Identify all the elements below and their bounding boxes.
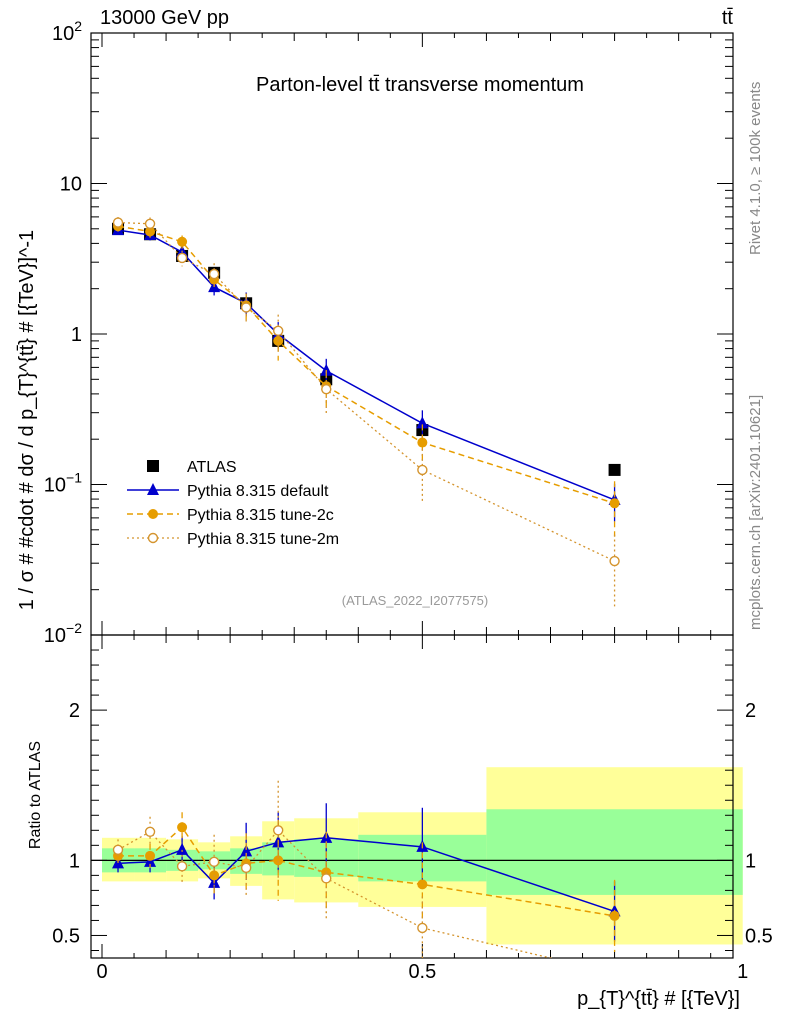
ratio-y-label-left-0: 0.5 — [52, 925, 80, 947]
ratio-point-1-2 — [177, 822, 188, 833]
ratio-y-label-left-1: 1 — [69, 850, 80, 872]
main-point-2-8 — [609, 498, 620, 509]
main-point-3-8 — [609, 555, 620, 567]
ratio-y-label-right-0: 0.5 — [745, 925, 773, 947]
header-process: tt̄ — [722, 7, 734, 29]
rivet-label: Rivet 4.1.0, ≥ 100k events — [747, 82, 764, 255]
header-energy: 13000 GeV pp — [100, 7, 229, 29]
ratio-point-1-8 — [609, 910, 620, 921]
main-line-2 — [117, 225, 615, 505]
main-series-3 — [112, 216, 620, 607]
ratio-line-1 — [118, 826, 615, 917]
mcplots-label: mcplots.cern.ch [arXiv:2401.10621] — [747, 395, 764, 630]
legend-label-0: ATLAS — [187, 459, 237, 476]
x-axis-text: p_{T}^{tt̄} # [{TeV}] — [577, 988, 740, 1010]
main-point-3-7 — [417, 464, 428, 476]
ratio-series-2 — [112, 780, 619, 978]
ratio-point-2-7 — [417, 922, 428, 934]
ratio-point-2-2 — [176, 861, 188, 872]
main-point-2-2 — [177, 236, 188, 247]
legend: ATLAS Pythia 8.315 default Pythia 8.315 tu… — [127, 459, 339, 548]
main-point-3-4 — [240, 302, 252, 313]
y-tick-label-0: 10−2 — [44, 620, 82, 647]
ratio-point-2-0 — [112, 844, 124, 856]
ratio-point-0-4 — [240, 844, 253, 857]
main-plot-title: Parton-level tt̄ transverse momentum — [256, 74, 584, 96]
main-point-3-1 — [144, 218, 156, 229]
y-tick-label-2: 1 — [71, 324, 82, 346]
main-point-3-5 — [272, 325, 284, 337]
main-y-axis-label: 1 / σ # #cdot # dσ / d p_{T}^{tt̄} # [{T… — [16, 230, 38, 610]
main-point-2-7 — [417, 437, 428, 448]
main-point-1-6 — [320, 363, 333, 376]
legend-marker-1 — [147, 483, 159, 495]
ratio-plot-frame — [90, 634, 734, 959]
legend-marker-0 — [147, 460, 159, 472]
main-point-3-6 — [321, 383, 332, 395]
x-tick-label-0: 0 — [96, 961, 107, 983]
main-point-1-7 — [416, 416, 429, 429]
legend-label-1: Pythia 8.315 default — [187, 483, 329, 500]
main-series-1 — [112, 223, 621, 522]
ratio-point-2-1 — [144, 826, 156, 838]
legend-label-3: Pythia 8.315 tune-2m — [187, 531, 339, 548]
ratio-series — [112, 780, 621, 978]
ratio-point-2-6 — [321, 873, 332, 884]
ratio-point-0-2 — [176, 842, 189, 855]
ratio-y-axis-label: Ratio to ATLAS — [27, 741, 44, 849]
ratio-point-1-7 — [417, 879, 428, 890]
ratio-y-label-right-1: 1 — [745, 850, 756, 872]
ratio-y-label-right-2: 2 — [745, 700, 756, 722]
main-point-3-2 — [176, 252, 188, 264]
ratio-y-ticks — [91, 649, 733, 951]
main-series — [112, 216, 621, 607]
y-tick-label-1: 10−1 — [44, 470, 82, 497]
ratio-point-2-4 — [240, 862, 252, 874]
ratio-point-1-1 — [145, 850, 156, 861]
analysis-watermark: (ATLAS_2022_I2077575) — [342, 593, 488, 608]
atlas-point-8 — [608, 463, 621, 476]
main-y-ticks — [91, 32, 733, 636]
x-axis-label: p_{T}^{tt̄} # [{TeV}] — [577, 988, 740, 1010]
x-ticks — [101, 33, 712, 958]
legend-marker-2 — [148, 509, 158, 519]
x-tick-label-2: 1 — [737, 961, 748, 983]
legend-marker-3 — [147, 532, 159, 544]
legend-label-2: Pythia 8.315 tune-2c — [187, 507, 334, 524]
ratio-point-1-5 — [273, 855, 284, 866]
ratio-point-2-5 — [272, 825, 284, 836]
main-y-axis-text: 1 / σ # #cdot # dσ / d p_{T}^{tt̄} # [{T… — [16, 230, 38, 610]
main-point-3-0 — [112, 217, 124, 228]
ratio-point-0-1 — [144, 854, 157, 867]
y-tick-label-3: 10 — [60, 174, 82, 196]
x-tick-label-1: 0.5 — [408, 961, 436, 983]
ratio-point-2-3 — [208, 856, 220, 868]
ratio-y-label-left-2: 2 — [69, 700, 80, 722]
ratio-point-2-8 — [610, 969, 619, 978]
main-point-3-3 — [208, 268, 220, 280]
y-tick-label-4: 102 — [52, 18, 82, 45]
main-point-2-1 — [145, 226, 156, 237]
